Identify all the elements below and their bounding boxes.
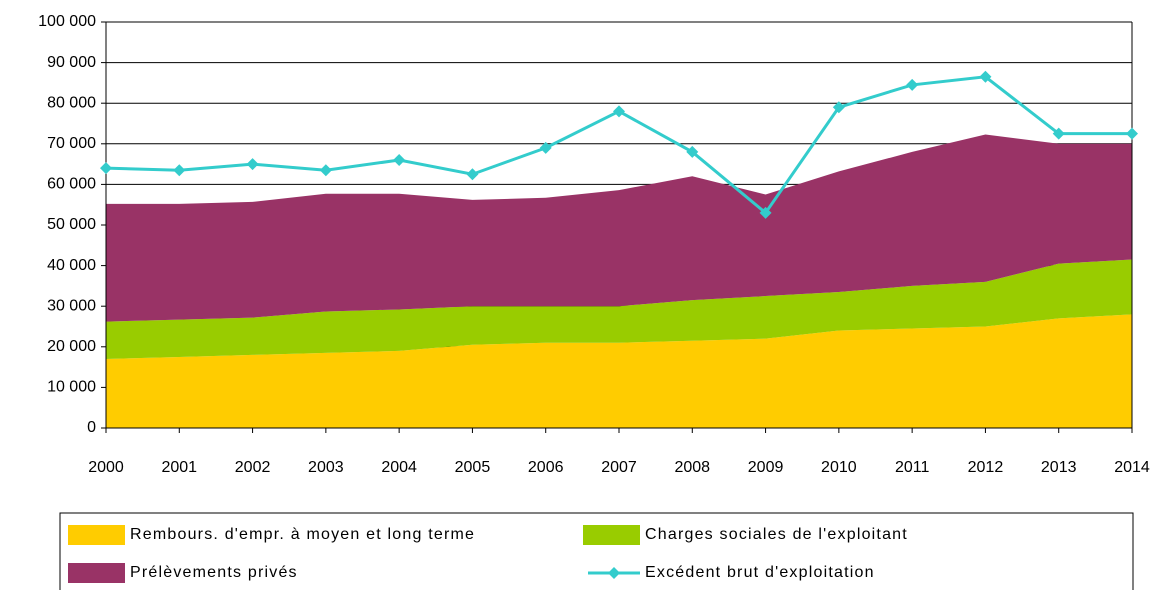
marker xyxy=(979,70,992,83)
legend-marker xyxy=(608,567,620,579)
marker xyxy=(686,145,699,158)
x-tick-label: 2008 xyxy=(674,459,710,476)
y-tick-label: 40 000 xyxy=(47,257,96,274)
legend-swatch xyxy=(583,525,640,545)
legend-label: Rembours. d'empr. à moyen et long terme xyxy=(130,526,475,543)
x-tick-label: 2013 xyxy=(1041,459,1077,476)
marker xyxy=(173,164,186,177)
x-tick-label: 2005 xyxy=(455,459,491,476)
x-tick-label: 2001 xyxy=(161,459,197,476)
y-tick-label: 10 000 xyxy=(47,379,96,396)
marker xyxy=(906,78,919,91)
x-tick-label: 2009 xyxy=(748,459,784,476)
area xyxy=(106,314,1132,428)
area xyxy=(106,134,1132,322)
x-tick-label: 2006 xyxy=(528,459,564,476)
legend-swatch xyxy=(68,563,125,583)
x-tick-label: 2002 xyxy=(235,459,271,476)
legend-swatch xyxy=(68,525,125,545)
area xyxy=(106,259,1132,359)
x-tick-label: 2000 xyxy=(88,459,124,476)
x-tick-label: 2012 xyxy=(968,459,1004,476)
marker xyxy=(393,154,406,167)
x-tick-label: 2003 xyxy=(308,459,344,476)
marker xyxy=(832,101,845,114)
y-tick-label: 50 000 xyxy=(47,216,96,233)
y-tick-label: 70 000 xyxy=(47,135,96,152)
marker xyxy=(246,158,259,171)
y-tick-label: 60 000 xyxy=(47,176,96,193)
legend-label: Excédent brut d'exploitation xyxy=(645,564,875,581)
y-tick-label: 90 000 xyxy=(47,54,96,71)
marker xyxy=(319,164,332,177)
x-tick-label: 2007 xyxy=(601,459,637,476)
marker xyxy=(1126,127,1138,140)
legend-label: Prélèvements privés xyxy=(130,564,298,581)
x-tick-label: 2011 xyxy=(895,459,930,476)
x-tick-label: 2014 xyxy=(1114,459,1150,476)
marker xyxy=(613,105,625,118)
marker xyxy=(100,162,112,175)
x-tick-label: 2010 xyxy=(821,459,857,476)
marker xyxy=(1052,127,1065,140)
y-tick-label: 80 000 xyxy=(47,94,96,111)
y-tick-label: 30 000 xyxy=(47,297,96,314)
y-tick-label: 20 000 xyxy=(47,338,96,355)
x-tick-label: 2004 xyxy=(381,459,417,476)
marker xyxy=(539,141,552,154)
marker xyxy=(466,168,479,181)
y-tick-label: 100 000 xyxy=(38,13,96,30)
marker xyxy=(759,206,772,219)
y-tick-label: 0 xyxy=(87,419,96,436)
legend-label: Charges sociales de l'exploitant xyxy=(645,526,908,543)
